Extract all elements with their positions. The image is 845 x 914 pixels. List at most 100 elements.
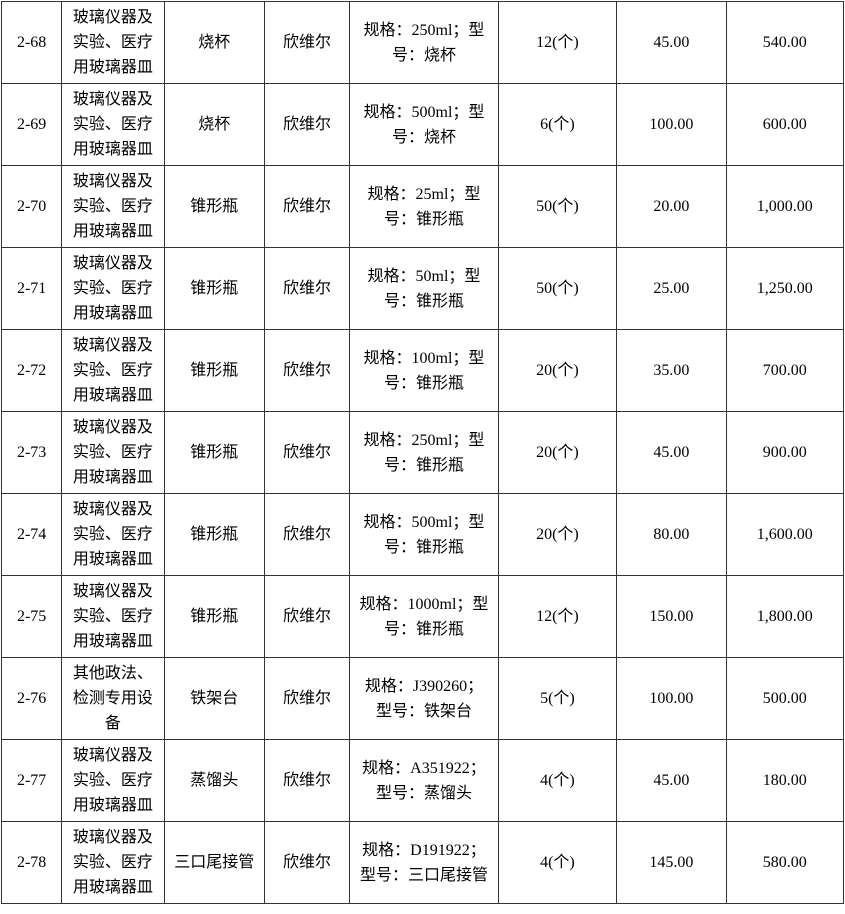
- item-name-cell: 烧杯: [163, 1, 265, 84]
- category-cell: 玻璃仪器及 实验、医疗 用玻璃器皿: [61, 329, 165, 412]
- brand-cell: 欣维尔: [263, 83, 351, 166]
- unit-price-cell: 45.00: [616, 411, 727, 494]
- table-row: 2-75 玻璃仪器及 实验、医疗 用玻璃器皿 锥形瓶 欣维尔 规格：1000ml…: [0, 575, 845, 658]
- table-row: 2-73 玻璃仪器及 实验、医疗 用玻璃器皿 锥形瓶 欣维尔 规格：250ml；…: [0, 411, 845, 494]
- unit-price-cell: 150.00: [616, 575, 727, 658]
- spec-cell: 规格：100ml；型 号：锥形瓶: [349, 329, 499, 412]
- item-name-cell: 蒸馏头: [163, 739, 265, 822]
- spec-cell: 规格：1000ml；型 号：锥形瓶: [349, 575, 499, 658]
- brand-cell: 欣维尔: [263, 411, 351, 494]
- unit-price-cell: 100.00: [616, 657, 727, 740]
- item-name-cell: 锥形瓶: [163, 411, 265, 494]
- table-row: 2-69 玻璃仪器及 实验、医疗 用玻璃器皿 烧杯 欣维尔 规格：500ml；型…: [0, 83, 845, 166]
- item-name-cell: 三口尾接管: [163, 821, 265, 904]
- spec-cell: 规格：J390260； 型号：铁架台: [349, 657, 499, 740]
- category-cell: 玻璃仪器及 实验、医疗 用玻璃器皿: [61, 83, 165, 166]
- item-no-cell: 2-76: [0, 657, 63, 740]
- category-cell: 玻璃仪器及 实验、医疗 用玻璃器皿: [61, 165, 165, 248]
- item-name-cell: 锥形瓶: [163, 493, 265, 576]
- brand-cell: 欣维尔: [263, 247, 351, 330]
- brand-cell: 欣维尔: [263, 657, 351, 740]
- total-price-cell: 1,600.00: [725, 493, 845, 576]
- table-row: 2-74 玻璃仪器及 实验、医疗 用玻璃器皿 锥形瓶 欣维尔 规格：500ml；…: [0, 493, 845, 576]
- item-no-cell: 2-70: [0, 165, 63, 248]
- quantity-cell: 12(个): [497, 1, 618, 84]
- total-price-cell: 900.00: [725, 411, 845, 494]
- spec-cell: 规格：25ml；型 号：锥形瓶: [349, 165, 499, 248]
- total-price-cell: 1,250.00: [725, 247, 845, 330]
- item-no-cell: 2-73: [0, 411, 63, 494]
- unit-price-cell: 35.00: [616, 329, 727, 412]
- quantity-cell: 5(个): [497, 657, 618, 740]
- category-cell: 其他政法、 检测专用设 备: [61, 657, 165, 740]
- quantity-cell: 50(个): [497, 165, 618, 248]
- spec-cell: 规格：A351922； 型号：蒸馏头: [349, 739, 499, 822]
- item-no-cell: 2-74: [0, 493, 63, 576]
- quantity-cell: 12(个): [497, 575, 618, 658]
- table-row: 2-77 玻璃仪器及 实验、医疗 用玻璃器皿 蒸馏头 欣维尔 规格：A35192…: [0, 739, 845, 822]
- category-cell: 玻璃仪器及 实验、医疗 用玻璃器皿: [61, 411, 165, 494]
- quantity-cell: 4(个): [497, 739, 618, 822]
- item-no-cell: 2-78: [0, 821, 63, 904]
- item-no-cell: 2-68: [0, 1, 63, 84]
- category-cell: 玻璃仪器及 实验、医疗 用玻璃器皿: [61, 575, 165, 658]
- item-name-cell: 锥形瓶: [163, 165, 265, 248]
- total-price-cell: 700.00: [725, 329, 845, 412]
- brand-cell: 欣维尔: [263, 165, 351, 248]
- total-price-cell: 180.00: [725, 739, 845, 822]
- brand-cell: 欣维尔: [263, 329, 351, 412]
- table-row: 2-78 玻璃仪器及 实验、医疗 用玻璃器皿 三口尾接管 欣维尔 规格：D191…: [0, 821, 845, 904]
- table-row: 2-72 玻璃仪器及 实验、医疗 用玻璃器皿 锥形瓶 欣维尔 规格：100ml；…: [0, 329, 845, 412]
- quantity-cell: 4(个): [497, 821, 618, 904]
- item-no-cell: 2-71: [0, 247, 63, 330]
- item-no-cell: 2-72: [0, 329, 63, 412]
- category-cell: 玻璃仪器及 实验、医疗 用玻璃器皿: [61, 739, 165, 822]
- spec-cell: 规格：D191922； 型号：三口尾接管: [349, 821, 499, 904]
- total-price-cell: 540.00: [725, 1, 845, 84]
- total-price-cell: 600.00: [725, 83, 845, 166]
- quantity-cell: 50(个): [497, 247, 618, 330]
- unit-price-cell: 80.00: [616, 493, 727, 576]
- item-name-cell: 铁架台: [163, 657, 265, 740]
- table-row: 2-71 玻璃仪器及 实验、医疗 用玻璃器皿 锥形瓶 欣维尔 规格：50ml；型…: [0, 247, 845, 330]
- total-price-cell: 1,800.00: [725, 575, 845, 658]
- item-no-cell: 2-75: [0, 575, 63, 658]
- item-name-cell: 锥形瓶: [163, 329, 265, 412]
- item-no-cell: 2-77: [0, 739, 63, 822]
- spec-cell: 规格：50ml；型 号：锥形瓶: [349, 247, 499, 330]
- unit-price-cell: 145.00: [616, 821, 727, 904]
- unit-price-cell: 25.00: [616, 247, 727, 330]
- spec-cell: 规格：500ml；型 号：烧杯: [349, 83, 499, 166]
- unit-price-cell: 45.00: [616, 739, 727, 822]
- table-row: 2-70 玻璃仪器及 实验、医疗 用玻璃器皿 锥形瓶 欣维尔 规格：25ml；型…: [0, 165, 845, 248]
- brand-cell: 欣维尔: [263, 739, 351, 822]
- category-cell: 玻璃仪器及 实验、医疗 用玻璃器皿: [61, 247, 165, 330]
- brand-cell: 欣维尔: [263, 821, 351, 904]
- total-price-cell: 580.00: [725, 821, 845, 904]
- unit-price-cell: 100.00: [616, 83, 727, 166]
- quantity-cell: 20(个): [497, 411, 618, 494]
- unit-price-cell: 20.00: [616, 165, 727, 248]
- quantity-cell: 20(个): [497, 329, 618, 412]
- table-row: 2-68 玻璃仪器及 实验、医疗 用玻璃器皿 烧杯 欣维尔 规格：250ml；型…: [0, 1, 845, 84]
- item-name-cell: 锥形瓶: [163, 247, 265, 330]
- item-no-cell: 2-69: [0, 83, 63, 166]
- spec-cell: 规格：500ml；型 号：锥形瓶: [349, 493, 499, 576]
- quantity-cell: 6(个): [497, 83, 618, 166]
- item-name-cell: 锥形瓶: [163, 575, 265, 658]
- item-name-cell: 烧杯: [163, 83, 265, 166]
- quantity-cell: 20(个): [497, 493, 618, 576]
- total-price-cell: 1,000.00: [725, 165, 845, 248]
- table-row: 2-76 其他政法、 检测专用设 备 铁架台 欣维尔 规格：J390260； 型…: [0, 657, 845, 740]
- category-cell: 玻璃仪器及 实验、医疗 用玻璃器皿: [61, 493, 165, 576]
- category-cell: 玻璃仪器及 实验、医疗 用玻璃器皿: [61, 1, 165, 84]
- spec-cell: 规格：250ml；型 号：烧杯: [349, 1, 499, 84]
- spec-cell: 规格：250ml；型 号：锥形瓶: [349, 411, 499, 494]
- category-cell: 玻璃仪器及 实验、医疗 用玻璃器皿: [61, 821, 165, 904]
- unit-price-cell: 45.00: [616, 1, 727, 84]
- brand-cell: 欣维尔: [263, 493, 351, 576]
- brand-cell: 欣维尔: [263, 575, 351, 658]
- brand-cell: 欣维尔: [263, 1, 351, 84]
